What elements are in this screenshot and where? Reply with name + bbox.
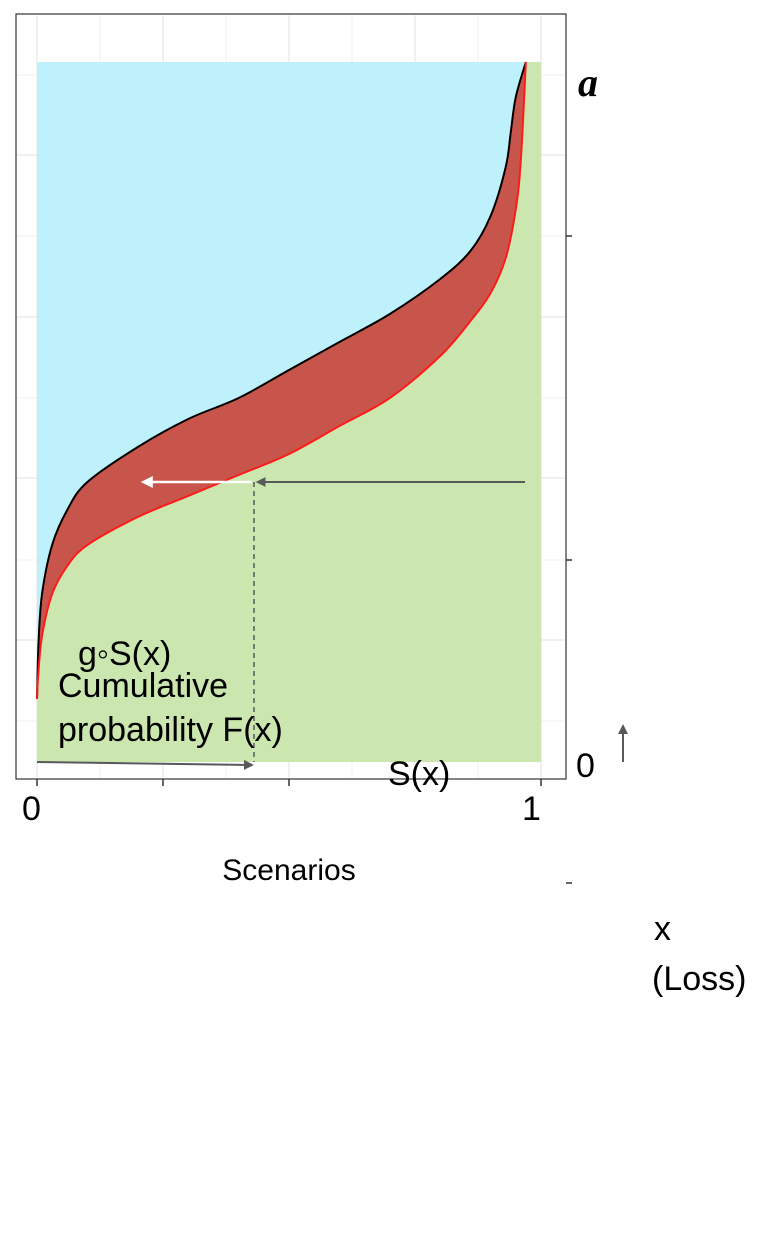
label-S: S(x) xyxy=(388,755,450,793)
label-x: x xyxy=(654,910,671,948)
series-gS-line xyxy=(36,61,527,700)
x-tick-label-1: 1 xyxy=(522,790,541,828)
label-loss: (Loss) xyxy=(652,960,746,998)
x-axis-label: Scenarios xyxy=(222,854,355,887)
label-cdf-line2: probability F(x) xyxy=(58,711,283,749)
x-tick-label-0: 0 xyxy=(22,790,41,828)
label-gS: g◦S(x) xyxy=(78,635,171,673)
label-cdf-line1: Cumulative xyxy=(58,667,228,705)
axis-ticks xyxy=(36,235,572,884)
area-below-S xyxy=(37,62,541,762)
series-S-line xyxy=(36,61,527,700)
y-tick-label-0: 0 xyxy=(576,747,595,785)
y-tick-label-a: a xyxy=(578,60,598,105)
arrow-cumulative-probability xyxy=(36,759,254,770)
